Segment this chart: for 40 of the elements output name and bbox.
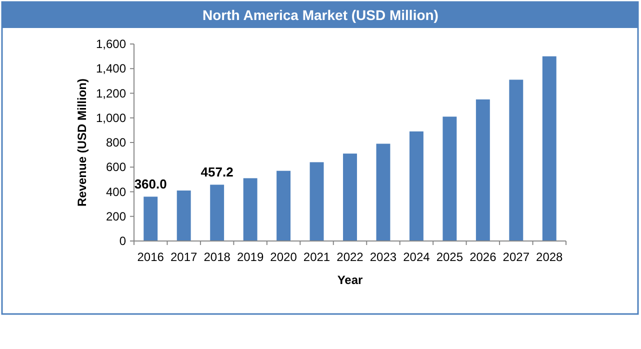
data-label: 457.2: [200, 164, 234, 180]
bar: [343, 154, 357, 241]
bar: [243, 178, 258, 241]
y-axis-title: Revenue (USD Million): [75, 78, 89, 207]
x-tick-label: 2023: [370, 250, 397, 264]
bar: [176, 190, 191, 241]
x-tick-label: 2016: [137, 250, 164, 264]
bar: [409, 131, 424, 241]
y-tick-label: 1,200: [96, 86, 126, 100]
bar: [476, 99, 490, 241]
x-tick-label: 2020: [270, 250, 298, 264]
bar: [542, 56, 556, 241]
y-tick-label: 0: [119, 234, 126, 248]
bar: [276, 170, 291, 241]
bar: [509, 80, 524, 241]
data-label: 360.0: [134, 176, 167, 192]
x-tick-label: 2017: [170, 250, 198, 264]
y-tick-label: 800: [106, 136, 126, 150]
y-tick-label: 1,400: [96, 62, 126, 76]
y-tick-label: 200: [106, 209, 126, 224]
x-tick-label: 2018: [204, 250, 231, 264]
bar: [310, 162, 324, 241]
x-tick-label: 2025: [436, 250, 464, 264]
y-tick-label: 1,600: [96, 37, 126, 51]
x-tick-label: 2019: [236, 250, 264, 264]
y-tick-label: 600: [106, 160, 126, 174]
x-axis-title: Year: [337, 273, 364, 287]
y-tick-label: 400: [106, 184, 126, 199]
y-tick-label: 1,000: [96, 110, 126, 125]
x-tick-label: 2026: [470, 250, 497, 264]
x-tick-label: 2022: [336, 250, 364, 264]
bar: [210, 184, 224, 241]
x-tick-label: 2028: [536, 250, 564, 264]
x-tick-label: 2021: [303, 250, 330, 264]
bar: [442, 116, 457, 241]
bar: [144, 196, 158, 241]
x-tick-label: 2024: [403, 250, 430, 264]
bar: [376, 144, 390, 241]
x-tick-label: 2027: [502, 250, 530, 264]
chart-title: North America Market (USD Million): [202, 7, 438, 23]
